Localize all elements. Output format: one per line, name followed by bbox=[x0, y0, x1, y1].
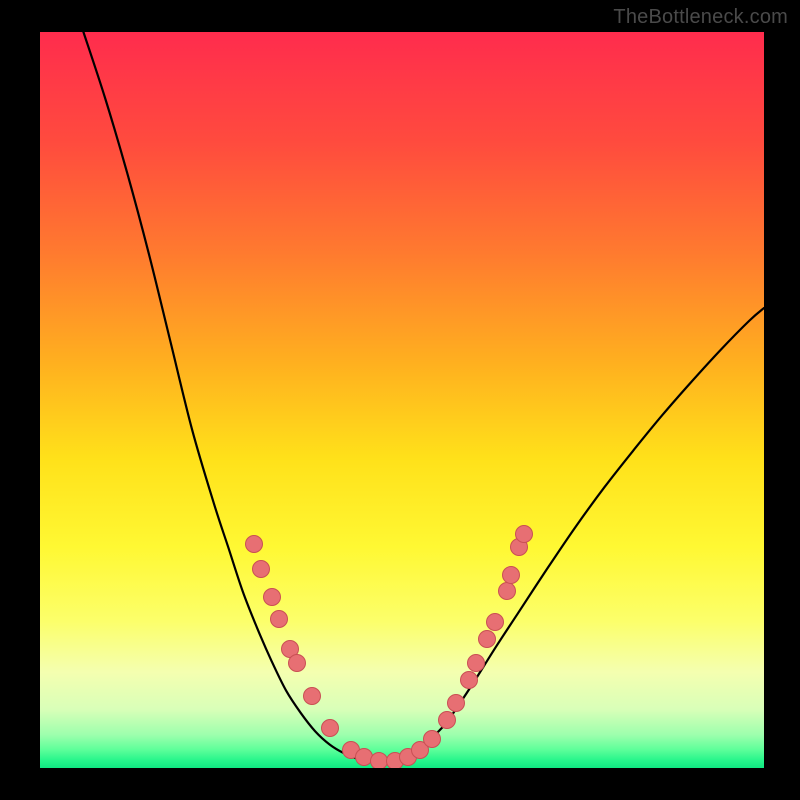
data-marker bbox=[498, 582, 516, 600]
data-marker bbox=[478, 630, 496, 648]
data-marker bbox=[245, 535, 263, 553]
data-marker bbox=[515, 525, 533, 543]
data-marker bbox=[252, 560, 270, 578]
data-marker bbox=[321, 719, 339, 737]
plot-area bbox=[40, 32, 764, 768]
data-marker bbox=[303, 687, 321, 705]
watermark-text: TheBottleneck.com bbox=[613, 6, 788, 29]
data-marker bbox=[423, 730, 441, 748]
bottleneck-curve bbox=[83, 32, 764, 762]
outer-frame bbox=[0, 0, 800, 800]
data-marker bbox=[486, 613, 504, 631]
data-marker bbox=[438, 711, 456, 729]
data-marker bbox=[447, 694, 465, 712]
data-marker bbox=[460, 671, 478, 689]
data-marker bbox=[467, 654, 485, 672]
data-marker bbox=[263, 588, 281, 606]
data-marker bbox=[270, 610, 288, 628]
curve-layer bbox=[40, 32, 764, 768]
data-marker bbox=[502, 566, 520, 584]
data-marker bbox=[288, 654, 306, 672]
